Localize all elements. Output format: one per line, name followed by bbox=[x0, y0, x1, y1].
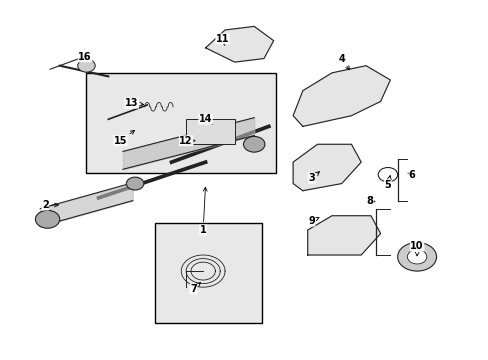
Polygon shape bbox=[292, 144, 361, 191]
Text: 9: 9 bbox=[307, 216, 318, 226]
Text: 8: 8 bbox=[366, 197, 374, 206]
Text: 12: 12 bbox=[179, 136, 195, 146]
Circle shape bbox=[243, 136, 264, 152]
Text: 4: 4 bbox=[338, 54, 348, 70]
Text: 13: 13 bbox=[125, 98, 143, 108]
Bar bbox=[154, 223, 261, 323]
Bar bbox=[186, 119, 234, 144]
Text: 10: 10 bbox=[409, 241, 423, 256]
Text: 7: 7 bbox=[190, 283, 200, 294]
Circle shape bbox=[407, 249, 426, 264]
Bar bbox=[86, 73, 276, 173]
Text: 5: 5 bbox=[384, 176, 390, 190]
Circle shape bbox=[78, 59, 95, 72]
Polygon shape bbox=[292, 66, 389, 126]
Text: 6: 6 bbox=[407, 170, 415, 180]
Circle shape bbox=[126, 177, 143, 190]
Polygon shape bbox=[205, 26, 273, 62]
Circle shape bbox=[397, 243, 436, 271]
Text: 16: 16 bbox=[78, 52, 92, 62]
Circle shape bbox=[35, 210, 60, 228]
Text: 2: 2 bbox=[41, 200, 59, 210]
Text: 1: 1 bbox=[200, 187, 207, 235]
Polygon shape bbox=[307, 216, 380, 255]
Text: 15: 15 bbox=[114, 130, 134, 146]
Circle shape bbox=[377, 167, 397, 182]
Text: 11: 11 bbox=[215, 34, 229, 45]
Text: 14: 14 bbox=[199, 114, 212, 125]
Text: 3: 3 bbox=[307, 172, 319, 183]
